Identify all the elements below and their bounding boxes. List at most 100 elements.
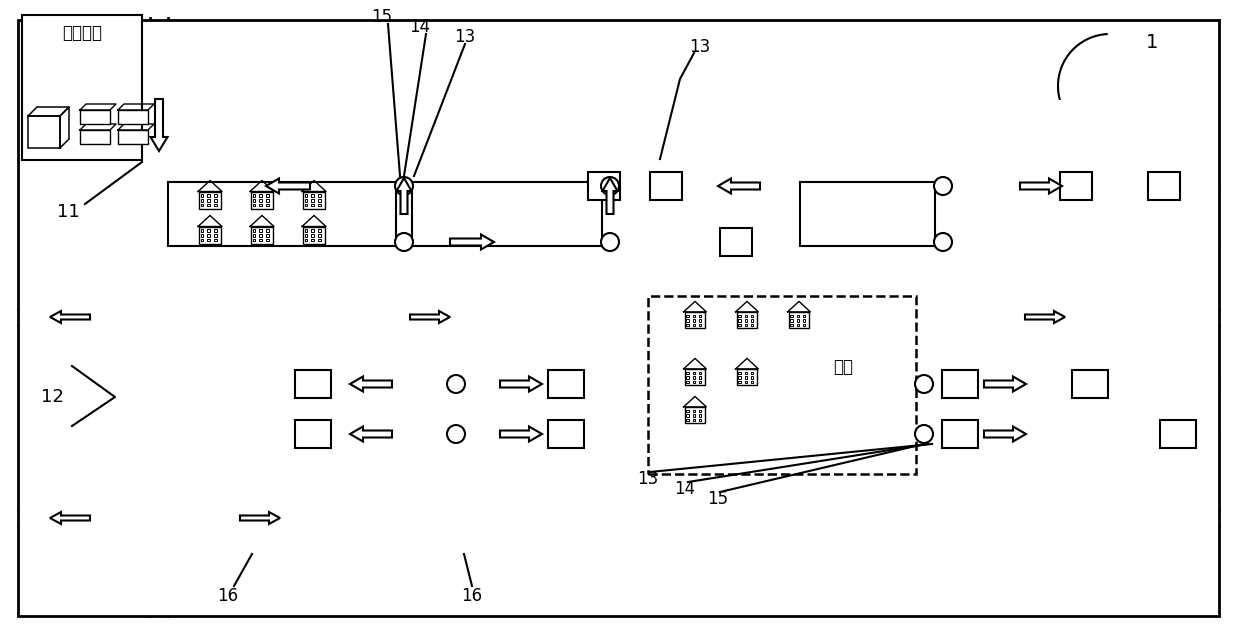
Bar (318, 204, 321, 207)
Bar (745, 323, 747, 326)
Bar (797, 314, 799, 317)
Bar (266, 239, 269, 242)
Bar (81, 130, 110, 144)
Bar (751, 314, 753, 317)
Bar (693, 414, 695, 417)
Bar (318, 234, 321, 236)
Bar (318, 230, 321, 232)
FancyArrow shape (501, 377, 541, 392)
Bar (738, 372, 741, 374)
Bar (699, 414, 701, 417)
Bar (790, 319, 793, 321)
Bar (118, 110, 147, 124)
Bar (686, 418, 689, 421)
Bar (207, 204, 209, 207)
Text: 13: 13 (689, 38, 711, 56)
Text: 再生水厂: 再生水厂 (62, 24, 102, 42)
FancyArrow shape (349, 427, 392, 441)
Bar (589, 172, 620, 200)
Bar (214, 234, 217, 236)
Bar (311, 234, 313, 236)
Bar (118, 130, 147, 144)
Bar (295, 370, 331, 398)
Bar (253, 234, 255, 236)
Bar (720, 228, 752, 256)
Bar (266, 234, 269, 236)
Bar (201, 239, 203, 242)
Bar (81, 110, 110, 124)
Bar (259, 204, 261, 207)
Bar (28, 116, 59, 148)
Bar (738, 319, 741, 321)
FancyArrow shape (240, 512, 280, 524)
Bar (201, 199, 203, 202)
Bar (736, 312, 757, 328)
Text: 12: 12 (41, 388, 63, 406)
Circle shape (447, 375, 465, 393)
Bar (797, 323, 799, 326)
Bar (803, 319, 805, 321)
Circle shape (601, 233, 620, 251)
Bar (699, 410, 701, 412)
Bar (318, 199, 321, 202)
FancyArrow shape (50, 311, 90, 323)
Bar (253, 239, 255, 242)
Bar (942, 420, 978, 448)
Bar (751, 380, 753, 383)
Bar (699, 372, 701, 374)
Bar (788, 312, 809, 328)
Bar (693, 323, 695, 326)
Bar (201, 234, 203, 236)
Text: 14: 14 (674, 480, 695, 498)
Bar (266, 195, 269, 197)
Bar (685, 369, 705, 385)
Bar (751, 376, 753, 378)
Bar (745, 376, 747, 378)
Bar (253, 199, 255, 202)
FancyArrow shape (450, 235, 494, 250)
Bar (548, 420, 584, 448)
Bar (253, 230, 255, 232)
Bar (745, 314, 747, 317)
Bar (214, 239, 217, 242)
Bar (1149, 172, 1180, 200)
Bar (699, 323, 701, 326)
Bar (699, 314, 701, 317)
Bar (214, 204, 217, 207)
Bar (305, 199, 307, 202)
Bar (252, 191, 273, 209)
Circle shape (934, 233, 952, 251)
Text: 1: 1 (1146, 32, 1158, 51)
Bar (686, 376, 689, 378)
Bar (305, 195, 307, 197)
Bar (295, 420, 331, 448)
FancyArrow shape (266, 179, 310, 193)
FancyArrow shape (396, 178, 411, 214)
Bar (1061, 172, 1092, 200)
Bar (693, 319, 695, 321)
Bar (199, 226, 221, 243)
Bar (413, 182, 602, 246)
Bar (214, 195, 217, 197)
Bar (207, 230, 209, 232)
Circle shape (934, 177, 952, 195)
FancyArrow shape (501, 427, 541, 441)
Bar (305, 234, 307, 236)
Circle shape (447, 425, 465, 443)
Text: 16: 16 (461, 587, 482, 605)
FancyArrow shape (717, 179, 760, 193)
FancyArrow shape (1020, 179, 1062, 193)
Bar (199, 191, 221, 209)
Bar (259, 199, 261, 202)
Bar (738, 376, 741, 378)
Bar (738, 380, 741, 383)
Bar (305, 204, 307, 207)
Bar (311, 204, 313, 207)
Bar (699, 380, 701, 383)
Bar (207, 199, 209, 202)
Bar (797, 319, 799, 321)
Bar (693, 410, 695, 412)
Bar (311, 230, 313, 232)
Bar (803, 314, 805, 317)
Bar (1072, 370, 1108, 398)
